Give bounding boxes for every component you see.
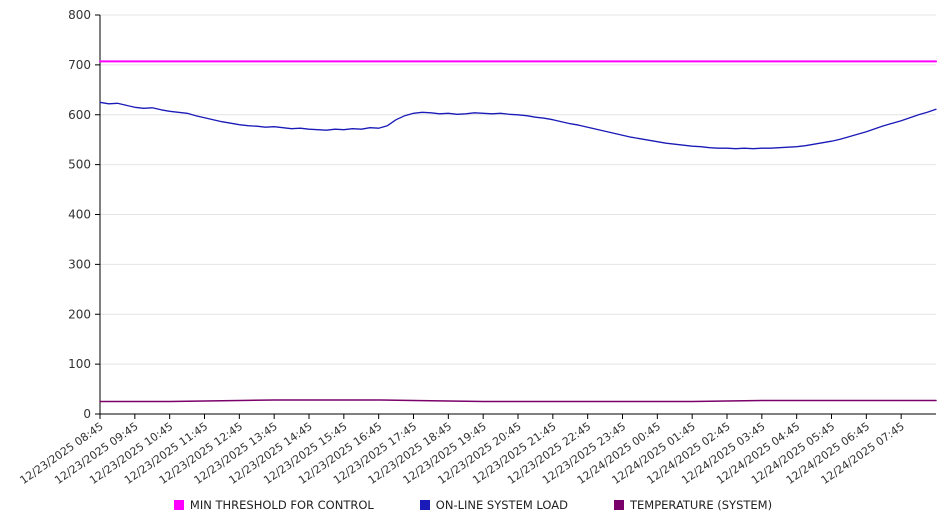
legend-label: ON-LINE SYSTEM LOAD — [435, 498, 568, 512]
legend-label: MIN THRESHOLD FOR CONTROL — [189, 498, 374, 512]
y-tick-label: 0 — [83, 407, 91, 421]
chart-legend: MIN THRESHOLD FOR CONTROL ON-LINE SYSTEM … — [0, 498, 946, 512]
y-tick-label: 500 — [68, 158, 91, 172]
y-tick-label: 100 — [68, 357, 91, 371]
y-tick-label: 800 — [68, 8, 91, 22]
y-tick-label: 400 — [68, 208, 91, 222]
legend-item: TEMPERATURE (SYSTEM) — [614, 498, 772, 512]
y-tick-label: 300 — [68, 257, 91, 271]
y-tick-label: 600 — [68, 108, 91, 122]
legend-swatch-icon — [173, 500, 184, 510]
series-line-2 — [99, 399, 937, 403]
legend-swatch-icon — [419, 500, 430, 510]
legend-label: TEMPERATURE (SYSTEM) — [630, 498, 773, 512]
y-tick-label: 700 — [68, 58, 91, 72]
legend-swatch-icon — [614, 500, 624, 510]
legend-item: ON-LINE SYSTEM LOAD — [419, 498, 568, 512]
legend-item: MIN THRESHOLD FOR CONTROL — [173, 498, 374, 512]
y-tick-label: 200 — [68, 307, 91, 321]
series-line-1 — [99, 101, 937, 150]
